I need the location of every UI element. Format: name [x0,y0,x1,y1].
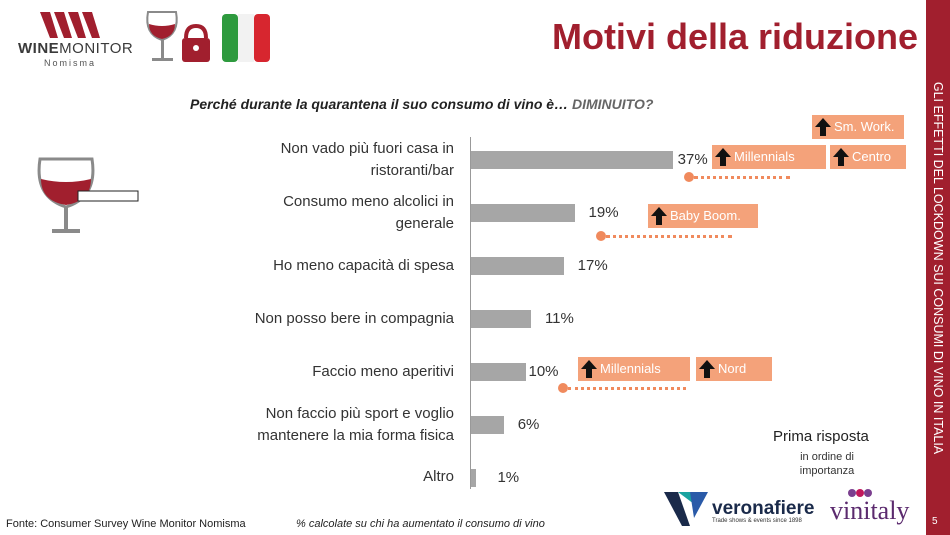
bar-5 [471,416,504,434]
arrow-up-icon [833,148,849,166]
highlight-tag: Millennials [712,145,826,169]
side-banner-text: GLI EFFETTI DEL LOCKDOWN SUI CONSUMI DI … [931,81,945,455]
veronafiere-sub: Trade shows & events since 1898 [712,518,802,524]
leader-line [694,176,790,185]
value-label-5: 6% [517,416,540,433]
legend-subtitle: in ordine di importanza [799,451,855,477]
veronafiere-logo-icon [664,492,708,526]
category-label: Altro [423,468,454,485]
value-label-3: 11% [544,310,574,327]
bar-6 [471,469,477,487]
bar-1 [471,204,575,222]
leader-dot [684,172,694,182]
legend-title: Prima risposta [773,428,869,445]
brand-sub: Nomisma [44,58,97,68]
wine-glass-lock-icon [146,11,210,62]
grapes-icon [848,489,872,497]
highlight-tag: Millennials [578,357,690,381]
value-label-2: 17% [577,257,608,274]
highlight-tag: Sm. Work. [812,115,904,139]
category-label: Non faccio più sport e voglio mantenere l… [257,405,454,444]
source-note: Fonte: Consumer Survey Wine Monitor Nomi… [6,518,246,530]
category-label: Consumo meno alcolici in generale [283,193,454,232]
category-label: Non vado più fuori casa in ristoranti/bar [280,140,454,179]
bar-2 [471,257,564,275]
arrow-up-icon [715,148,731,166]
bar-0 [471,151,673,169]
highlight-tag: Nord [696,357,772,381]
italy-flag-icon [222,14,270,62]
arrow-up-icon [699,360,715,378]
arrow-up-icon [815,118,831,136]
footnote: % calcolate su chi ha aumentato il consu… [296,518,545,530]
arrow-up-icon [651,207,667,225]
y-axis-line [470,137,471,489]
leader-line [568,387,686,396]
wine-monitor-logo-icon [40,12,100,38]
page-number: 5 [932,516,938,527]
category-label: Non posso bere in compagnia [254,310,454,327]
value-label-6: 1% [497,469,520,486]
highlight-tag: Baby Boom. [648,204,758,228]
veronafiere-logo: veronafiere [712,498,815,519]
leader-dot [558,383,568,393]
brand-name: WINEMONITOR [18,40,134,57]
leader-line [606,235,732,244]
side-banner [926,0,950,535]
value-label-1: 19% [588,204,619,221]
chart-subtitle: Perché durante la quarantena il suo cons… [190,96,654,112]
value-label-4: 10% [528,363,559,380]
arrow-up-icon [581,360,597,378]
bar-3 [471,310,531,328]
highlight-tag: Centro [830,145,906,169]
bar-4 [471,363,526,381]
page-title: Motivi della riduzione [551,16,918,57]
category-label: Ho meno capacità di spesa [273,257,454,274]
wine-glass-icon [37,157,139,233]
leader-dot [596,231,606,241]
category-label: Faccio meno aperitivi [312,363,454,380]
vinitaly-logo: vinitaly [830,496,910,525]
value-label-0: 37% [677,151,708,168]
